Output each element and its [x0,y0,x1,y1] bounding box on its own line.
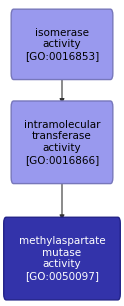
Text: isomerase
activity
[GO:0016853]: isomerase activity [GO:0016853] [25,28,99,61]
FancyBboxPatch shape [4,217,120,300]
Text: methylaspartate
mutase
activity
[GO:0050097]: methylaspartate mutase activity [GO:0050… [19,236,105,281]
FancyBboxPatch shape [11,9,113,80]
Text: intramolecular
transferase
activity
[GO:0016866]: intramolecular transferase activity [GO:… [24,120,100,165]
FancyBboxPatch shape [11,101,113,184]
